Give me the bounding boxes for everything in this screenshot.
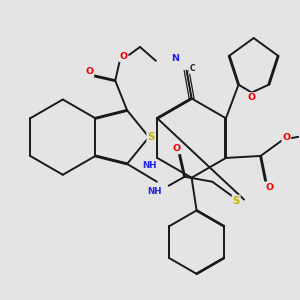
Text: O: O <box>85 67 94 76</box>
Text: N: N <box>171 54 179 63</box>
Text: NH: NH <box>142 161 157 170</box>
Text: O: O <box>282 133 290 142</box>
Text: S: S <box>147 132 155 142</box>
Text: NH: NH <box>148 187 162 196</box>
Text: S: S <box>232 196 240 206</box>
Text: O: O <box>172 143 181 152</box>
Text: C: C <box>190 64 195 73</box>
Text: O: O <box>248 93 256 102</box>
Text: O: O <box>266 183 274 192</box>
Text: O: O <box>119 52 127 62</box>
